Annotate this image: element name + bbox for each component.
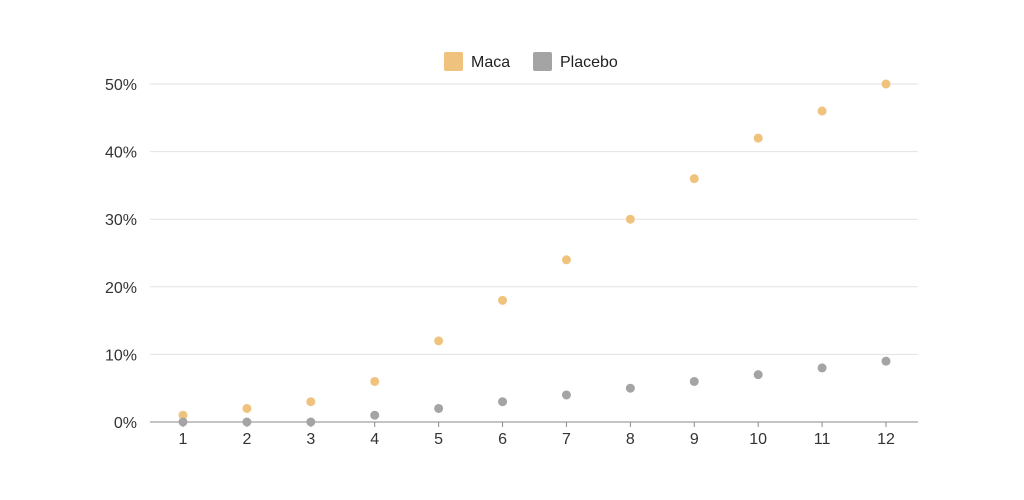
data-point-maca-6	[498, 295, 508, 305]
y-tick-label-0: 0%	[114, 415, 137, 432]
x-tick-label-5: 5	[434, 431, 443, 448]
data-point-placebo-10	[753, 370, 763, 380]
x-tick-label-8: 8	[626, 431, 635, 448]
data-point-maca-1	[178, 410, 188, 420]
x-tick-label-9: 9	[690, 431, 699, 448]
legend-item-maca[interactable]: Maca	[444, 52, 510, 71]
y-tick-label-50: 50%	[105, 77, 137, 94]
y-tick-label-20: 20%	[105, 280, 137, 297]
x-tick-label-3: 3	[306, 431, 315, 448]
data-point-maca-10	[753, 133, 763, 143]
data-points	[178, 79, 891, 427]
data-point-placebo-4	[370, 410, 380, 420]
data-point-placebo-11	[817, 363, 827, 373]
x-axis: 1 2 3 4 5 6 7 8 9 10 11 12	[150, 421, 918, 448]
legend-swatch-maca	[444, 52, 463, 71]
data-point-maca-8	[625, 214, 635, 224]
y-tick-label-10: 10%	[105, 347, 137, 364]
data-point-maca-2	[242, 403, 252, 413]
legend-swatch-placebo	[533, 52, 552, 71]
data-point-maca-4	[370, 376, 380, 386]
x-tick-label-12: 12	[877, 431, 895, 448]
legend-item-placebo[interactable]: Placebo	[533, 52, 618, 71]
x-tick-label-4: 4	[370, 431, 379, 448]
x-tick-label-6: 6	[498, 431, 507, 448]
data-point-placebo-1	[178, 417, 188, 427]
y-tick-label-30: 30%	[105, 212, 137, 229]
data-point-maca-3	[306, 397, 316, 407]
legend-label-placebo: Placebo	[560, 54, 618, 71]
data-point-placebo-6	[498, 397, 508, 407]
x-tick-label-11: 11	[814, 431, 831, 448]
data-point-placebo-12	[881, 356, 891, 366]
data-point-maca-12	[881, 79, 891, 89]
y-axis: 0% 10% 20% 30% 40% 50%	[105, 77, 137, 432]
data-point-maca-7	[561, 255, 571, 265]
data-point-placebo-8	[625, 383, 635, 393]
legend-label-maca: Maca	[471, 54, 510, 71]
x-tick-label-2: 2	[242, 431, 251, 448]
x-tick-label-1: 1	[179, 431, 188, 448]
data-point-maca-5	[434, 336, 444, 346]
y-tick-label-40: 40%	[105, 145, 137, 162]
data-point-placebo-9	[689, 376, 699, 386]
data-point-maca-11	[817, 106, 827, 116]
data-point-placebo-7	[561, 390, 571, 400]
data-point-placebo-2	[242, 417, 252, 427]
x-tick-label-7: 7	[562, 431, 571, 448]
legend: Maca Placebo	[444, 52, 618, 71]
x-tick-label-10: 10	[749, 431, 767, 448]
data-point-maca-9	[689, 174, 699, 184]
grid	[150, 83, 918, 355]
data-point-placebo-3	[306, 417, 316, 427]
data-point-placebo-5	[434, 403, 444, 413]
